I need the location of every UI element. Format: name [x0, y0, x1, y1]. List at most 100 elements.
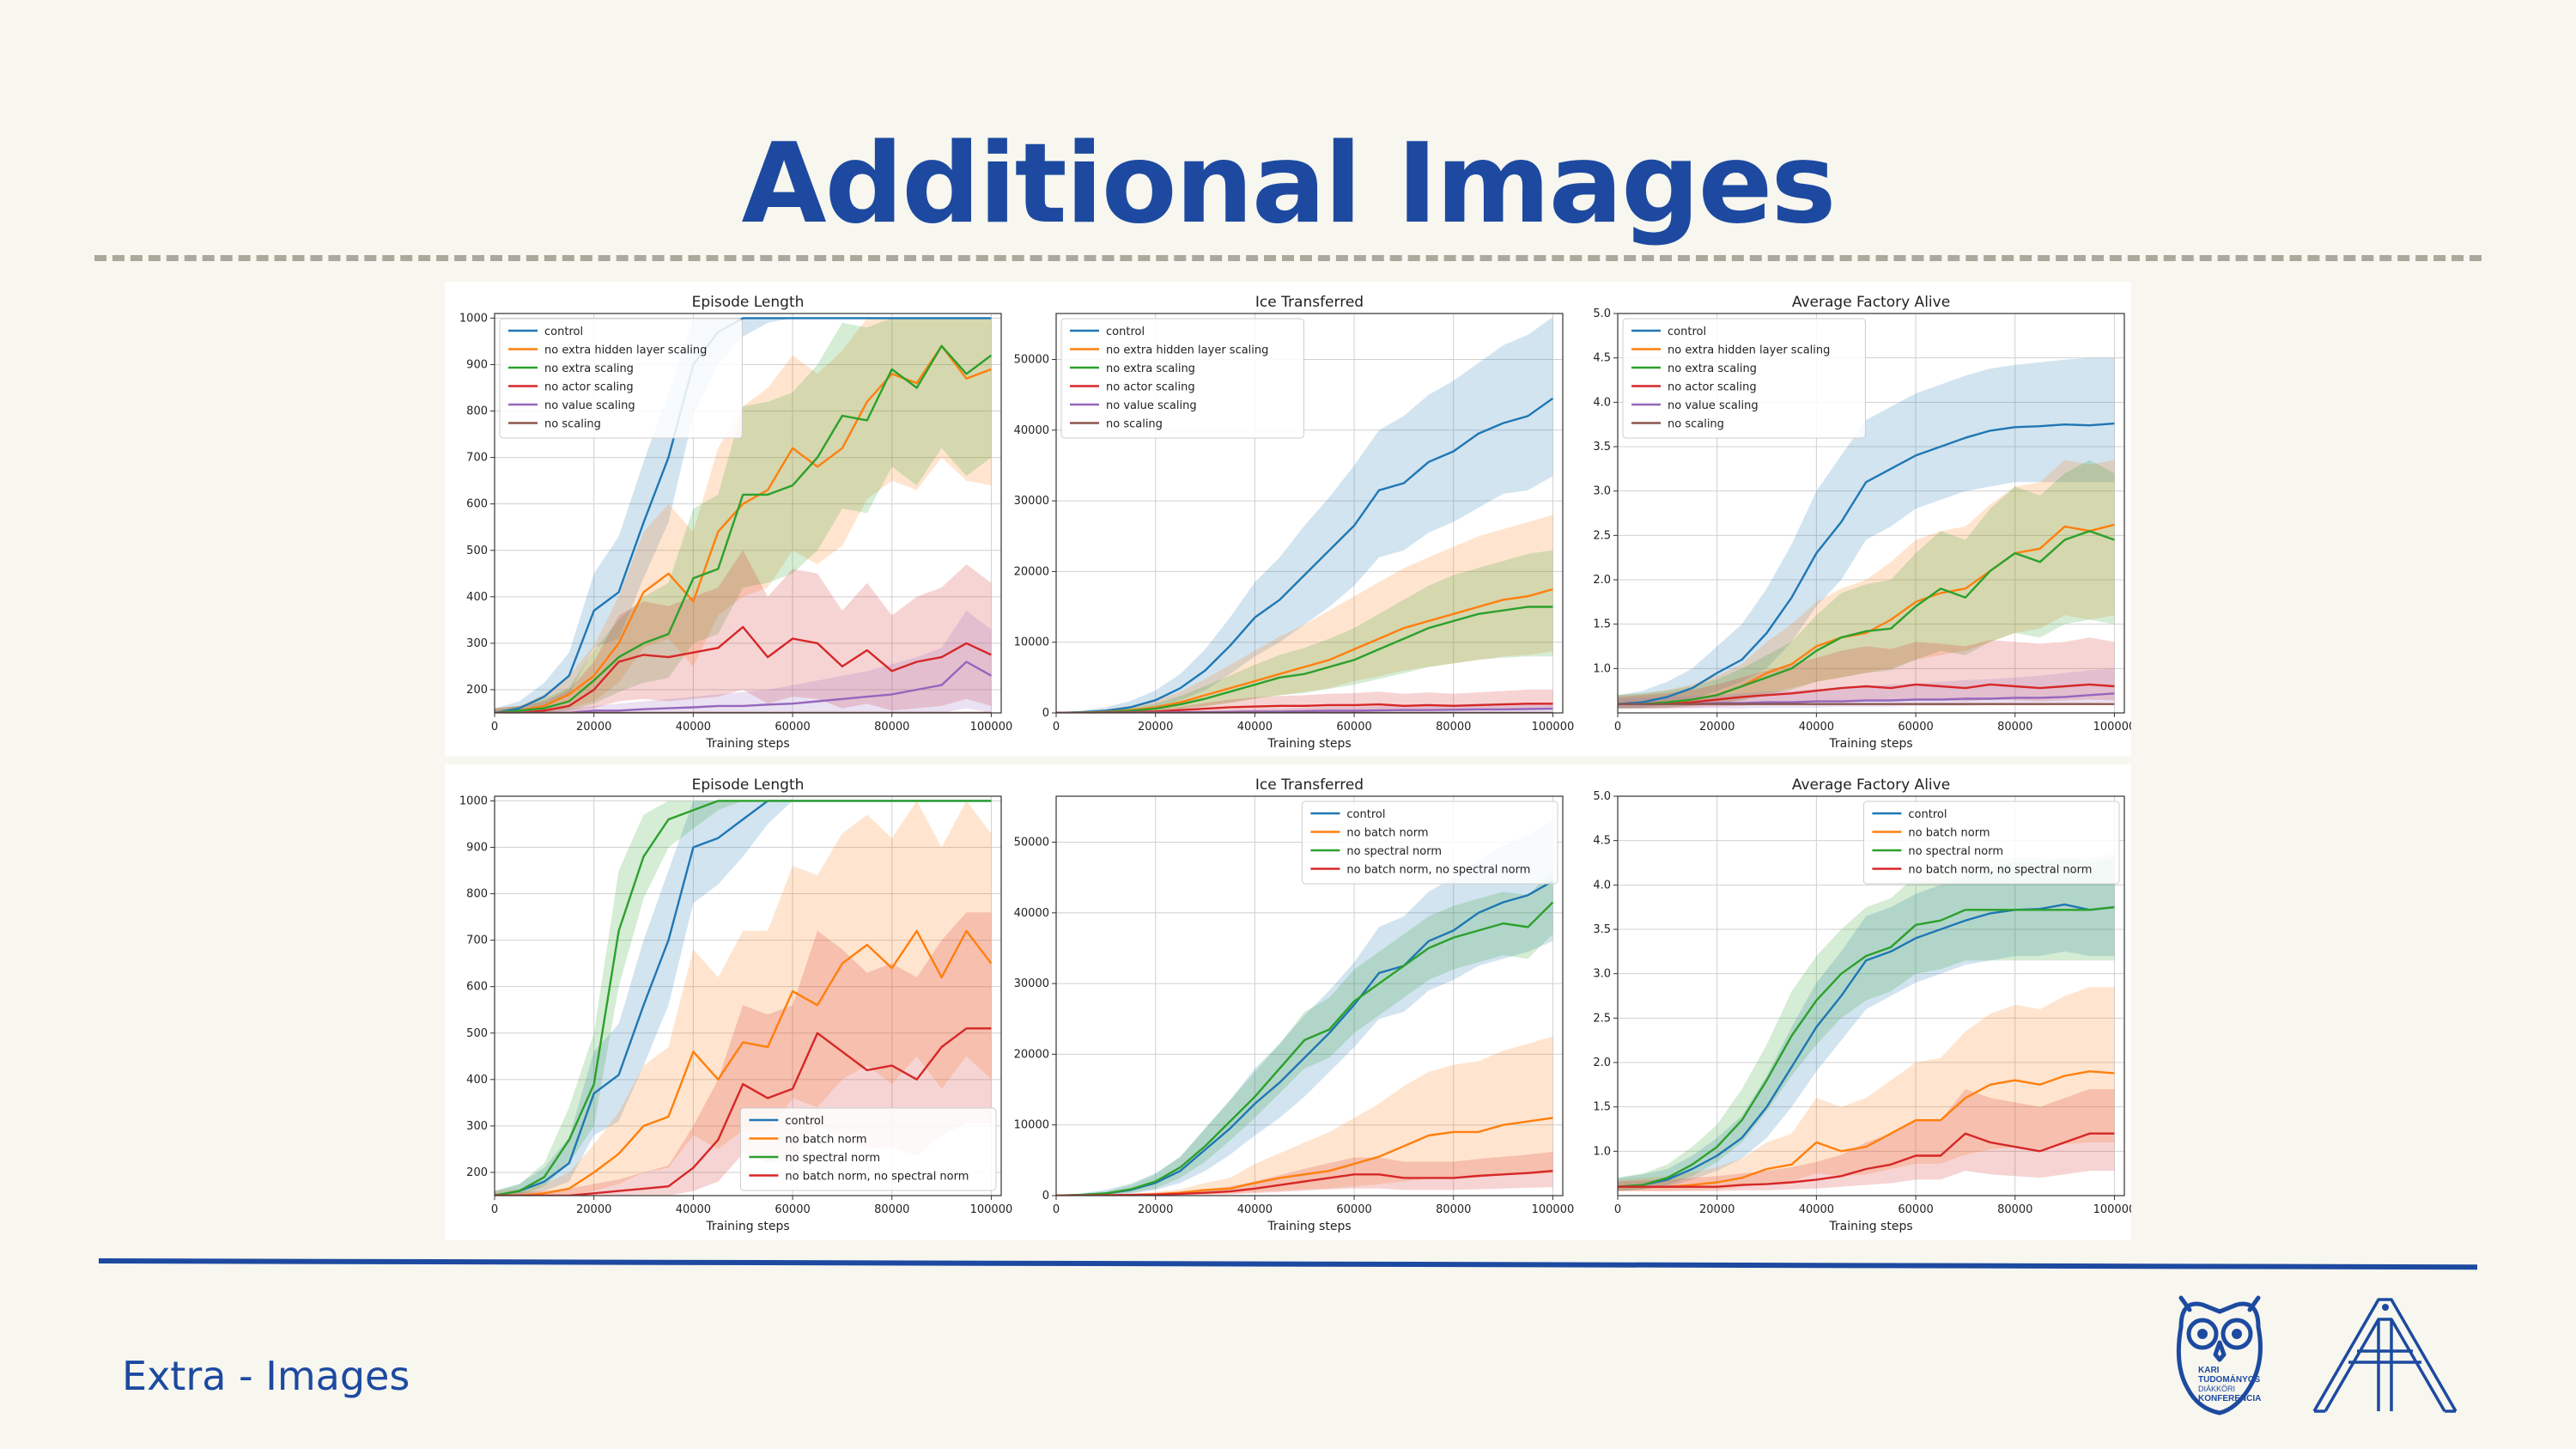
y-tick-label: 800 [466, 888, 488, 901]
series-line-2 [495, 929, 993, 1196]
y-tick-label: 2.0 [1593, 1056, 1611, 1069]
y-tick-label: 4.5 [1593, 352, 1611, 365]
x-tick-label: 60000 [775, 721, 810, 734]
x-tick-label: 0 [1053, 1203, 1060, 1216]
x-tick-label: 0 [1053, 721, 1060, 734]
band-4 [1618, 637, 2115, 709]
plot-area [1056, 317, 1554, 713]
y-tick-label: 3.0 [1593, 968, 1611, 981]
band-2 [1056, 1036, 1553, 1196]
chart-title: Ice Transferred [1255, 294, 1364, 311]
x-axis-label: Training steps [1828, 1220, 1912, 1233]
y-tick-label: 2.5 [1593, 529, 1611, 542]
x-tick-label: 40000 [1237, 721, 1273, 734]
band-2 [1618, 987, 2115, 1191]
legend-entry: no extra hidden layer scaling [1106, 344, 1268, 357]
x-tick-label: 20000 [1138, 721, 1173, 734]
legend-entry: no extra scaling [1106, 362, 1195, 375]
x-tick-label: 0 [1614, 1203, 1621, 1216]
x-axis-label: Training steps [1267, 1220, 1351, 1233]
series-line-2 [1618, 1070, 2115, 1188]
x-tick-label: 20000 [576, 721, 611, 734]
y-tick-label: 1.0 [1593, 662, 1611, 675]
legend: control no batch norm no spectral norm no b… [1301, 801, 1558, 885]
x-axis-label: Training steps [1267, 737, 1351, 751]
legend-entry: no batch norm [785, 1134, 866, 1147]
x-tick-label: 80000 [1436, 1203, 1471, 1216]
legend-box [1862, 801, 2120, 885]
band-1 [1618, 858, 2115, 1191]
x-tick-label: 100000 [970, 1203, 1013, 1216]
legend-entry: no batch norm, no spectral norm [1908, 864, 2092, 877]
y-tick-label: 200 [466, 684, 488, 697]
ait-logo [2312, 1298, 2458, 1413]
legend: control no extra hidden layer scaling no e… [1060, 318, 1304, 439]
y-tick-label: 500 [466, 545, 488, 557]
x-tick-label: 100000 [970, 721, 1013, 734]
legend-box [1060, 318, 1304, 439]
series-line-3 [495, 800, 992, 1196]
legend-entry: control [785, 1115, 823, 1128]
band-2 [1618, 460, 2115, 709]
y-tick-label: 500 [466, 1027, 488, 1040]
legend-entry: no batch norm [1346, 827, 1428, 840]
legend-entry: no spectral norm [1908, 845, 2003, 858]
band-1 [1618, 357, 2115, 709]
axes-frame [494, 795, 1002, 1196]
legend-entry: no batch norm [1908, 827, 1990, 840]
legend-box [1301, 801, 1558, 885]
series-line-4 [495, 625, 992, 713]
legend-entry: no actor scaling [1106, 381, 1195, 394]
band-4 [1618, 1089, 2115, 1191]
y-tick-label: 40000 [1014, 907, 1049, 920]
series-line-4 [1618, 1132, 2115, 1188]
x-tick-label: 80000 [874, 1203, 909, 1216]
chart-title: Episode Length [692, 294, 805, 311]
legend-entry: control [1668, 326, 1706, 338]
legend: control no batch norm no spectral norm no b… [1862, 801, 2120, 885]
legend-box [499, 318, 743, 439]
x-tick-label: 20000 [576, 1203, 611, 1216]
x-tick-label: 40000 [1799, 721, 1834, 734]
y-tick-label: 1.5 [1593, 1101, 1611, 1114]
band-4 [1056, 689, 1553, 713]
x-tick-label: 60000 [1898, 1203, 1933, 1216]
logo-text-line-2: TUDOMÁNYOS [2198, 1373, 2261, 1385]
band-5 [495, 611, 992, 713]
x-tick-label: 80000 [1436, 721, 1471, 734]
y-tick-label: 1.5 [1593, 618, 1611, 631]
plot-area [1056, 820, 1554, 1196]
legend-entry: no value scaling [1106, 399, 1197, 412]
chart-title: Average Factory Alive [1792, 294, 1950, 311]
band-1 [1056, 317, 1553, 713]
y-tick-label: 10000 [1014, 1119, 1049, 1132]
x-tick-label: 80000 [1997, 721, 2032, 734]
y-tick-label: 3.5 [1593, 441, 1611, 454]
band-2 [1056, 514, 1553, 713]
x-tick-label: 80000 [874, 721, 909, 734]
legend-entry: control [1908, 808, 1947, 821]
band-3 [1056, 870, 1553, 1196]
y-tick-label: 700 [466, 935, 488, 947]
y-tick-label: 4.0 [1593, 396, 1611, 409]
y-tick-label: 5.0 [1593, 307, 1611, 320]
axes-frame [1617, 795, 2125, 1196]
y-tick-label: 2.0 [1593, 574, 1611, 587]
chart-2: Ice Transferred 0 20000 40000 60000 80000 1000… [1014, 294, 1575, 751]
x-tick-label: 60000 [1336, 1203, 1371, 1216]
x-tick-label: 80000 [1997, 1203, 2032, 1216]
band-1 [495, 801, 992, 1196]
y-tick-label: 4.5 [1593, 835, 1611, 848]
y-tick-label: 3.0 [1593, 485, 1611, 498]
y-tick-label: 600 [466, 498, 488, 511]
y-tick-label: 1.0 [1593, 1145, 1611, 1158]
footer-label: Extra - Images [122, 1353, 410, 1399]
y-tick-label: 300 [466, 1120, 488, 1133]
y-tick-label: 200 [466, 1166, 488, 1179]
band-4 [495, 550, 992, 713]
x-tick-label: 0 [491, 1203, 498, 1216]
title-dashed-divider [94, 255, 2482, 261]
band-3 [495, 801, 992, 1196]
y-tick-label: 900 [466, 358, 488, 371]
